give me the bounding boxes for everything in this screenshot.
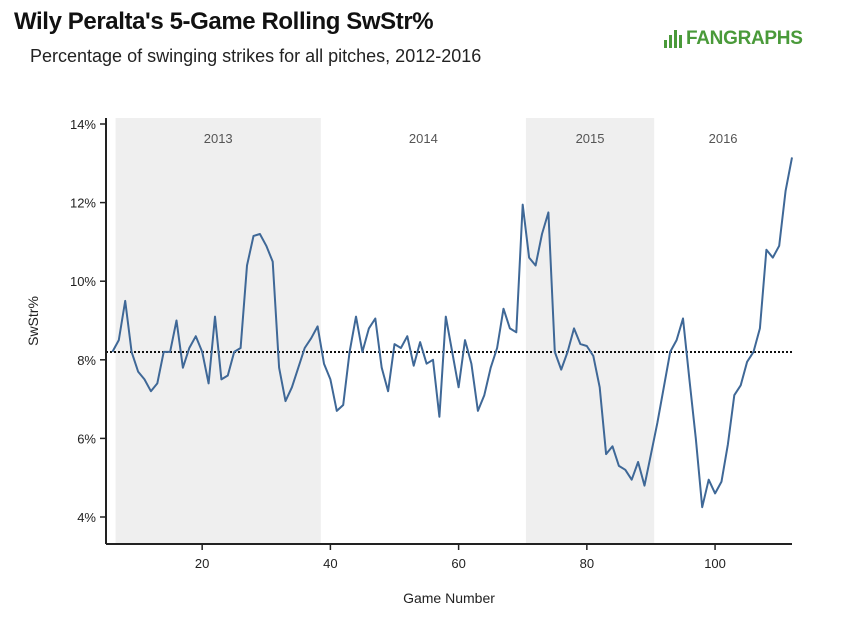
x-tick-label: 40 bbox=[323, 556, 337, 571]
chart-subtitle: Percentage of swinging strikes for all p… bbox=[30, 46, 482, 66]
season-label-2013: 2013 bbox=[204, 131, 233, 146]
fangraphs-bars-icon bbox=[664, 30, 682, 48]
y-axis-ticks: 4% 6% 8% 10% 12% 14% bbox=[70, 117, 106, 525]
x-tick-label: 80 bbox=[580, 556, 594, 571]
season-labels: 2013 2014 2015 2016 bbox=[204, 131, 738, 146]
swstr-series-line bbox=[111, 157, 793, 509]
logo-text: FANGRAPHS bbox=[686, 28, 803, 49]
y-tick-label: 4% bbox=[77, 510, 96, 525]
y-tick-label: 10% bbox=[70, 274, 96, 289]
y-tick-label: 8% bbox=[77, 353, 96, 368]
y-tick-label: 12% bbox=[70, 196, 96, 211]
season-label-2014: 2014 bbox=[409, 131, 438, 146]
fangraphs-logo: FANGRAPHS bbox=[664, 28, 803, 50]
x-tick-label: 60 bbox=[451, 556, 465, 571]
y-axis-label: SwStr% bbox=[25, 296, 41, 346]
season-band-2015 bbox=[525, 118, 655, 544]
chart-title: Wily Peralta's 5-Game Rolling SwStr% bbox=[14, 8, 434, 35]
x-axis-ticks: 20 40 60 80 100 bbox=[195, 544, 726, 571]
x-tick-label: 100 bbox=[704, 556, 726, 571]
x-axis-label: Game Number bbox=[403, 590, 495, 606]
y-tick-label: 6% bbox=[77, 431, 96, 446]
season-bands bbox=[115, 118, 655, 544]
season-band-2013 bbox=[115, 118, 321, 544]
season-label-2015: 2015 bbox=[576, 131, 605, 146]
season-label-2016: 2016 bbox=[709, 131, 738, 146]
x-tick-label: 20 bbox=[195, 556, 209, 571]
y-tick-label: 14% bbox=[70, 117, 96, 132]
